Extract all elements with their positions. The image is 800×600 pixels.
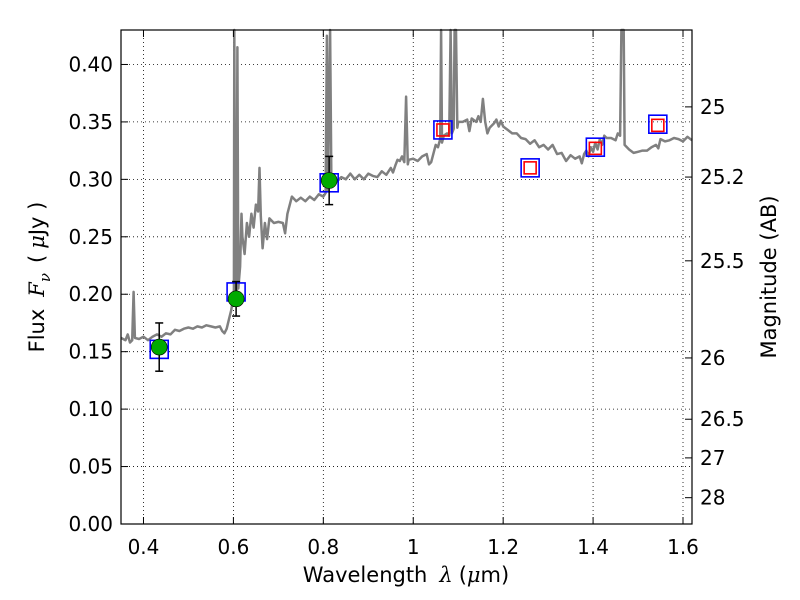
red-model-box bbox=[523, 161, 537, 175]
mag-tick-label: 25 bbox=[700, 95, 725, 119]
red-model-box bbox=[588, 141, 603, 156]
mag-tick-label: 25.5 bbox=[700, 249, 745, 273]
x-axis-title: Wavelength λ (μm) bbox=[303, 563, 509, 587]
y-axis-title: FluxFν(μJy ) bbox=[25, 202, 54, 353]
spectrum-line-group bbox=[120, 28, 693, 344]
y-tick-label: 0.10 bbox=[68, 397, 113, 421]
magnitude-tick-labels: 25 25.2 25.5 26 26.5 27 28 bbox=[700, 95, 745, 510]
y-tick-label: 0.25 bbox=[68, 225, 113, 249]
y-tick-label: 0.35 bbox=[68, 110, 113, 134]
x-tick-label: 0.4 bbox=[128, 535, 160, 559]
x-tick-label: 1.6 bbox=[667, 535, 699, 559]
photometry-group bbox=[150, 155, 338, 372]
tick-marks bbox=[121, 30, 692, 525]
blue-model-box bbox=[585, 137, 606, 157]
photometry-point bbox=[150, 338, 168, 356]
x-tick-label: 0.6 bbox=[217, 535, 249, 559]
red-model-box bbox=[436, 123, 450, 137]
mag-tick-label: 25.2 bbox=[700, 165, 745, 189]
photometry-point bbox=[320, 172, 338, 189]
y-tick-labels: 0.00 0.05 0.10 0.15 0.20 0.25 0.30 0.35 0.40 bbox=[68, 52, 113, 536]
x-tick-label: 1.4 bbox=[577, 535, 609, 559]
blue-model-box bbox=[433, 120, 453, 140]
red-model-box bbox=[651, 118, 665, 133]
blue-model-box bbox=[648, 114, 668, 135]
y-tick-label: 0.30 bbox=[68, 167, 113, 191]
x-tick-label: 1.2 bbox=[487, 535, 519, 559]
y-tick-label: 0.20 bbox=[68, 282, 113, 306]
model-box-group bbox=[149, 114, 668, 360]
right-axis-title: Magnitude (AB) bbox=[757, 195, 781, 358]
mag-tick-label: 27 bbox=[700, 446, 725, 470]
mag-tick-label: 28 bbox=[700, 486, 725, 510]
spectrum-line bbox=[120, 28, 693, 344]
blue-model-box bbox=[520, 158, 540, 178]
x-tick-label: 1 bbox=[407, 535, 420, 559]
x-tick-label: 0.8 bbox=[307, 535, 339, 559]
y-tick-label: 0.15 bbox=[68, 340, 113, 364]
mag-tick-label: 26 bbox=[700, 346, 725, 370]
y-tick-label: 0.40 bbox=[68, 52, 113, 76]
plot-frame bbox=[120, 29, 693, 525]
x-tick-labels: 0.4 0.6 0.8 1 1.2 1.4 1.6 bbox=[128, 535, 699, 559]
y-tick-label: 0.00 bbox=[68, 512, 113, 536]
photometry-point bbox=[227, 290, 245, 308]
y-tick-label: 0.05 bbox=[68, 455, 113, 479]
mag-tick-label: 26.5 bbox=[700, 407, 745, 431]
